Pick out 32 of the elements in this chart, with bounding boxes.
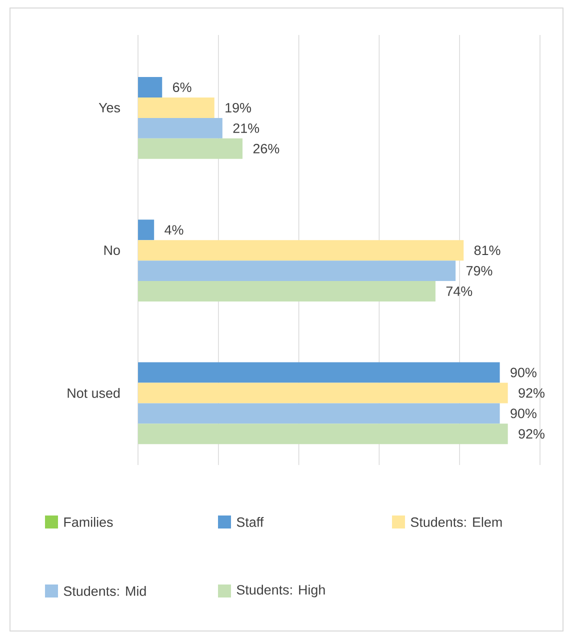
bar <box>138 98 214 118</box>
legend-label: Families <box>64 517 113 527</box>
data-label: 81% <box>474 246 500 256</box>
y-tick-label: No <box>104 246 120 256</box>
bar <box>138 403 500 424</box>
data-label: 21% <box>233 123 260 133</box>
bar <box>138 77 162 98</box>
data-label: 4% <box>164 225 184 235</box>
y-tick-label: Yes <box>98 103 120 112</box>
bar <box>138 362 500 383</box>
bar <box>138 382 508 404</box>
legend-label: Staff <box>236 517 264 527</box>
legend-label: Students: Mid <box>64 586 146 596</box>
bar <box>138 260 456 282</box>
bar <box>138 240 464 261</box>
bar <box>138 118 222 138</box>
legend-label: Students: Elem <box>410 517 502 527</box>
bar <box>138 138 243 159</box>
data-label: 92% <box>518 388 544 398</box>
y-tick-label: Not used <box>68 388 120 398</box>
legend-label: Students: High <box>236 584 325 598</box>
data-label: 90% <box>510 368 536 378</box>
bar <box>138 281 436 302</box>
data-label: 74% <box>446 286 472 296</box>
data-label: 90% <box>510 408 536 418</box>
bar <box>138 220 154 240</box>
data-label: 92% <box>518 429 544 439</box>
data-label: 6% <box>173 82 192 92</box>
data-label: 19% <box>226 102 252 112</box>
data-label: 79% <box>466 266 492 276</box>
data-label: 26% <box>253 144 280 154</box>
bar <box>138 424 508 444</box>
